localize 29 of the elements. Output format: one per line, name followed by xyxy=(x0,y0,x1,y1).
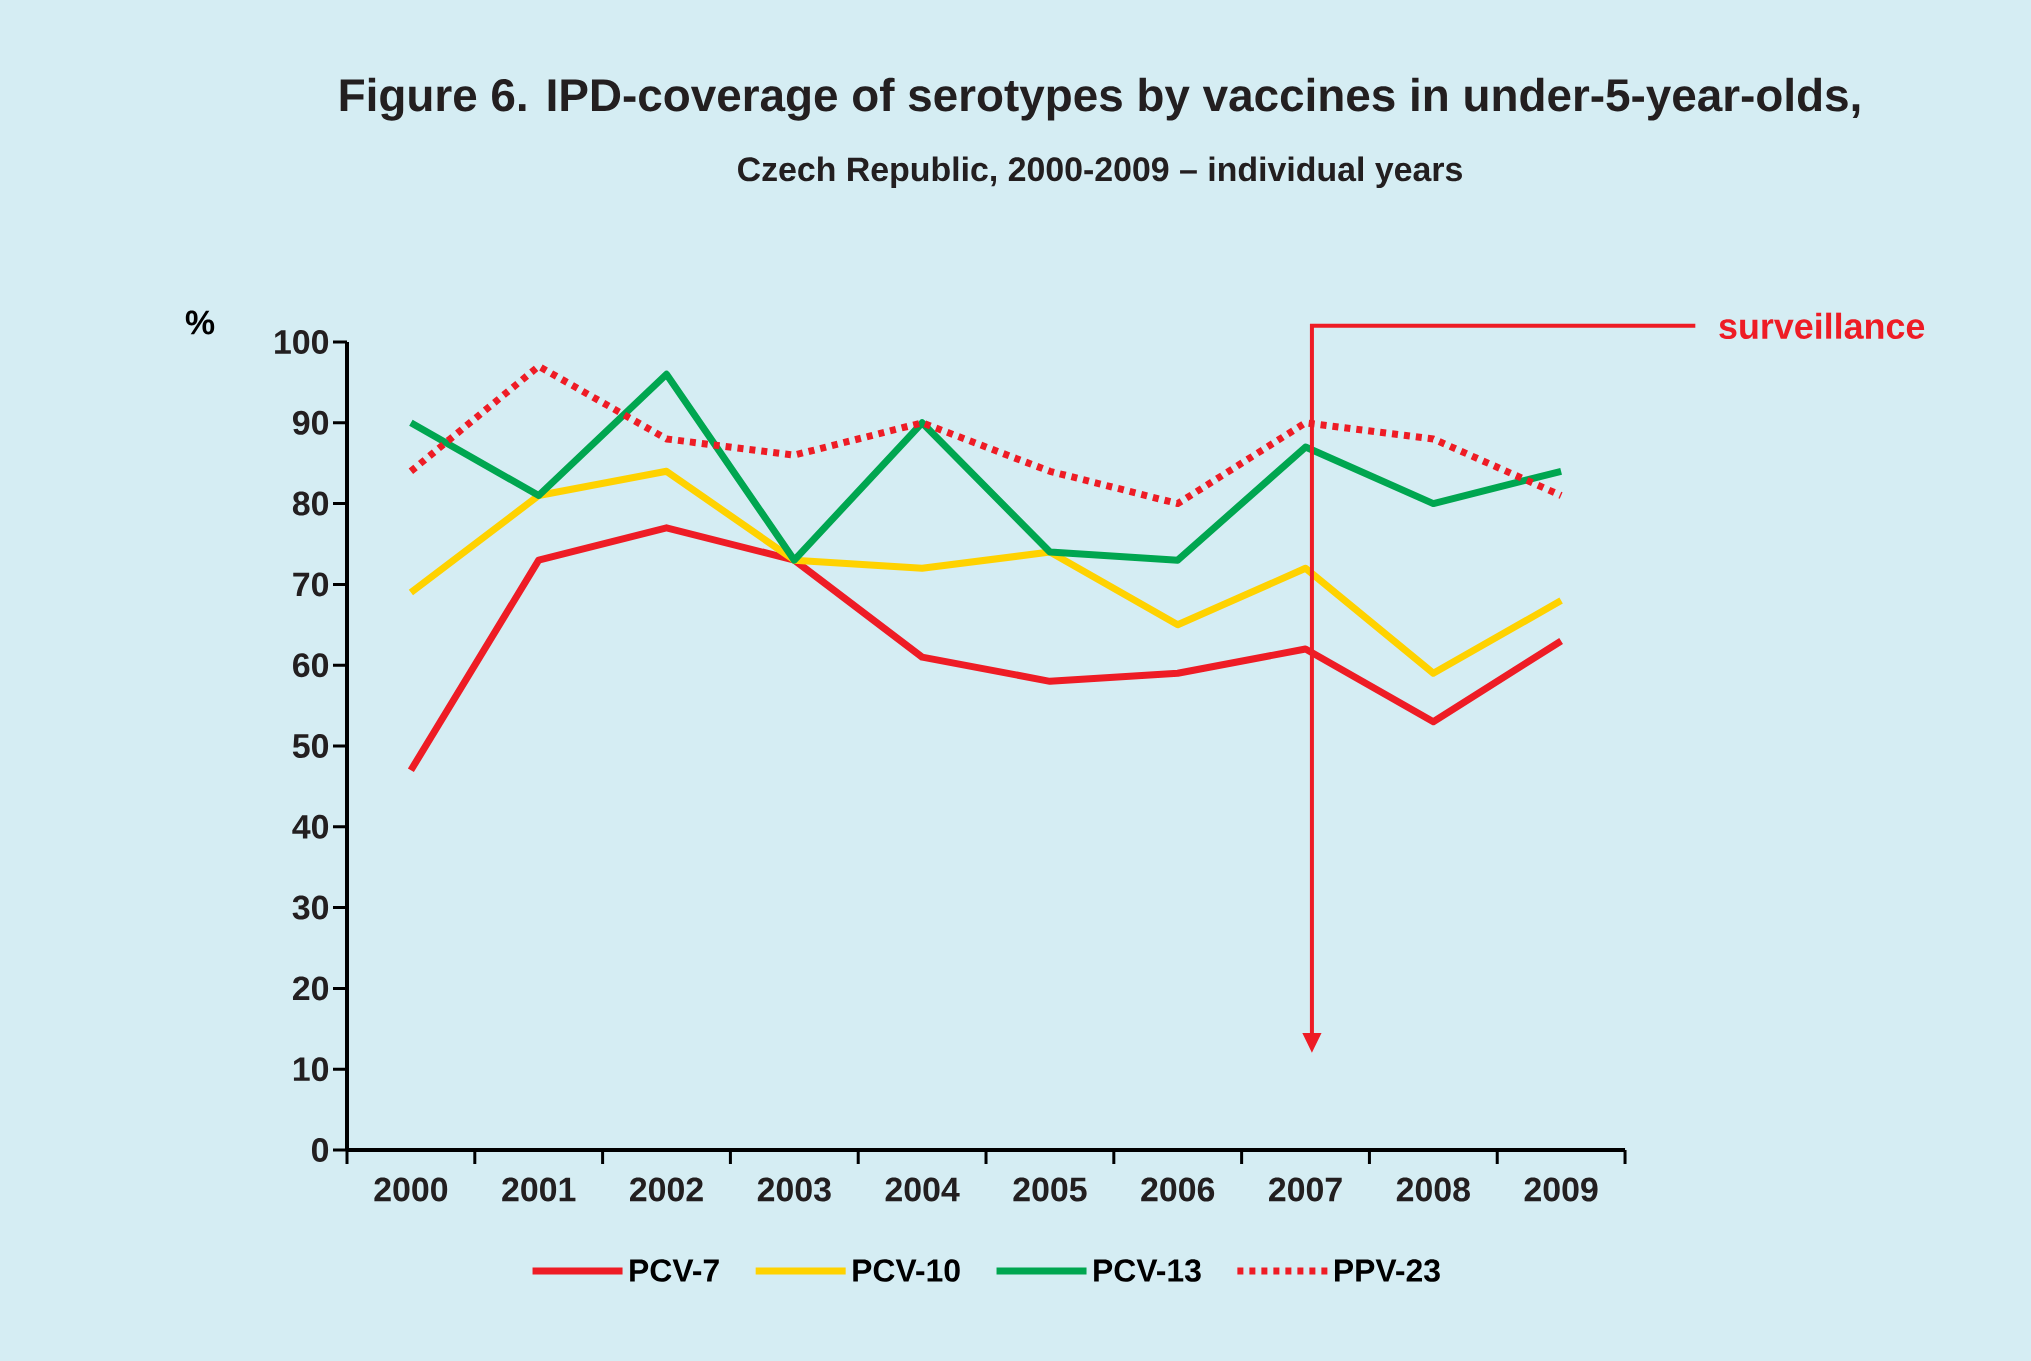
y-tick-label: 40 xyxy=(292,814,329,839)
y-axis-title: % xyxy=(185,310,215,335)
legend-label: PCV-10 xyxy=(853,1259,960,1282)
legend-label: PCV-13 xyxy=(1094,1259,1201,1282)
x-tick-label: 2001 xyxy=(502,1177,576,1202)
text: surveillance xyxy=(1719,312,1925,339)
chart-title: Figure 6. IPD-coverage of serotypes by vaccines in under-5-year-olds, xyxy=(340,77,1860,121)
x-tick-label: 2008 xyxy=(1396,1177,1470,1202)
legend-label: PCV-7 xyxy=(630,1259,719,1282)
y-tick-label: 0 xyxy=(311,1138,329,1162)
x-tick-label: 2006 xyxy=(1141,1177,1215,1202)
y-tick-label: 10 xyxy=(293,1057,329,1082)
x-tick-label: 2005 xyxy=(1013,1177,1087,1202)
y-tick-label: 90 xyxy=(292,410,329,435)
y-tick-label: 100 xyxy=(275,329,329,354)
x-tick-label: 2007 xyxy=(1269,1177,1342,1202)
y-tick-label: 70 xyxy=(293,572,329,597)
chart-subtitle: Czech Republic, 2000-2009 – individual years xyxy=(738,156,1462,189)
x-tick-label: 2004 xyxy=(885,1177,960,1202)
y-tick-label: 60 xyxy=(293,653,329,678)
y-tick-label: 50 xyxy=(292,734,329,758)
legend-label: PPV-23 xyxy=(1335,1259,1440,1282)
x-tick-label: 2000 xyxy=(374,1177,448,1202)
y-tick-label: 30 xyxy=(292,895,329,920)
x-tick-label: 2002 xyxy=(630,1177,703,1202)
y-tick-label: 80 xyxy=(292,491,329,516)
x-tick-label: 2009 xyxy=(1524,1177,1598,1202)
x-tick-label: 2003 xyxy=(757,1177,831,1202)
y-tick-label: 20 xyxy=(292,976,329,1001)
